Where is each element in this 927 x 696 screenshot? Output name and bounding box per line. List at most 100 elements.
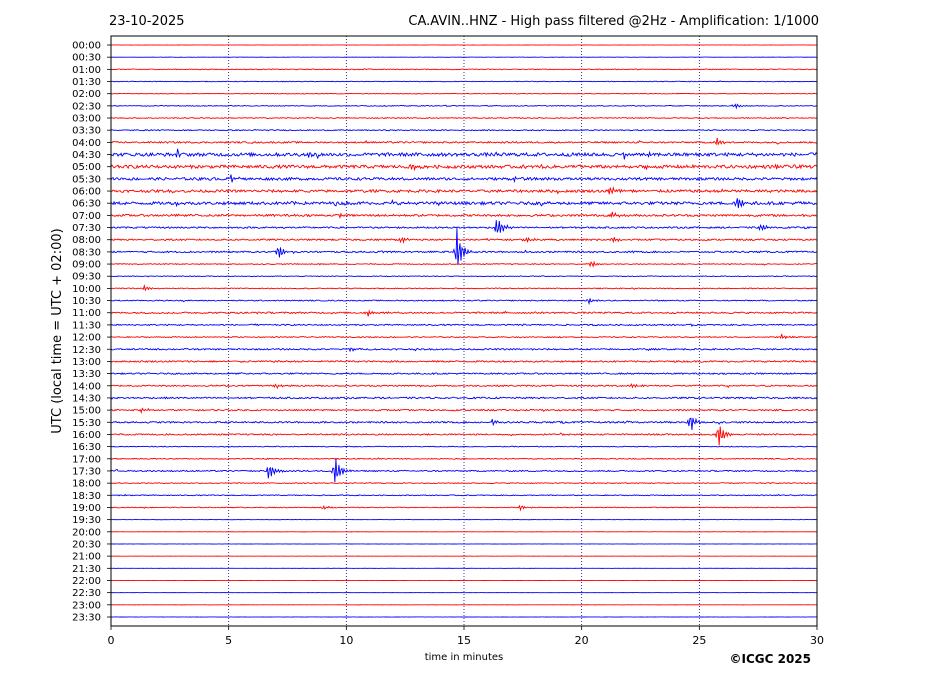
x-axis-label: time in minutes	[425, 652, 504, 663]
trace-row	[110, 186, 818, 195]
trace-row	[110, 198, 818, 209]
y-tick-label: 05:00	[72, 162, 101, 173]
trace-row	[110, 323, 818, 327]
trace-row	[110, 211, 818, 220]
trace-row	[110, 148, 818, 160]
trace-row	[110, 137, 818, 146]
y-tick-label: 03:30	[72, 126, 101, 137]
y-tick-label: 16:30	[72, 442, 101, 453]
trace-row	[110, 445, 818, 448]
y-tick-label: 23:00	[72, 600, 101, 611]
y-tick-label: 01:00	[72, 65, 101, 76]
trace-row	[110, 504, 818, 512]
x-tick-label: 5	[225, 634, 232, 647]
y-tick-label: 10:00	[72, 284, 101, 295]
y-tick-label: 23:30	[72, 612, 101, 623]
y-tick-label: 00:30	[72, 53, 101, 64]
trace-row	[110, 396, 818, 400]
seismic-traces	[110, 44, 818, 618]
x-tick-label: 20	[575, 634, 589, 647]
trace-row	[110, 68, 818, 71]
trace-row	[110, 298, 818, 306]
trace-row	[110, 275, 818, 278]
y-tick-label: 01:30	[72, 77, 101, 88]
y-tick-label: 05:30	[72, 174, 101, 185]
x-tick-label: 15	[457, 634, 471, 647]
trace-row	[110, 103, 818, 110]
x-tick-label: 30	[810, 634, 824, 647]
trace-row	[110, 457, 818, 461]
x-tick-label: 25	[692, 634, 706, 647]
trace-row	[110, 260, 818, 268]
y-tick-label: 07:30	[72, 223, 101, 234]
y-tick-label: 06:00	[72, 187, 101, 198]
vertical-gridlines	[228, 36, 700, 626]
trace-row	[110, 174, 818, 184]
date-label: 23-10-2025	[109, 14, 185, 29]
trace-row	[110, 284, 818, 292]
y-tick-label: 09:30	[72, 272, 101, 283]
y-tick-label: 22:00	[72, 576, 101, 587]
y-tick-label: 14:30	[72, 393, 101, 404]
y-tick-label: 02:00	[72, 89, 101, 100]
y-tick-label: 19:00	[72, 503, 101, 514]
trace-row	[110, 92, 818, 95]
y-tick-label: 17:00	[72, 454, 101, 465]
y-tick-label: 21:00	[72, 552, 101, 563]
y-tick-label: 12:30	[72, 345, 101, 356]
trace-row	[110, 481, 818, 485]
y-tick-label: 07:00	[72, 211, 101, 222]
y-tick-label: 10:30	[72, 296, 101, 307]
trace-row	[110, 459, 818, 483]
y-tick-label: 03:00	[72, 114, 101, 125]
x-tick-labels: 0 5 10 15 20 25 30	[108, 626, 824, 647]
y-tick-label: 21:30	[72, 564, 101, 575]
trace-row	[110, 220, 818, 233]
y-tick-label: 15:30	[72, 418, 101, 429]
y-tick-label: 11:30	[72, 320, 101, 331]
y-tick-label: 13:30	[72, 369, 101, 380]
y-tick-label: 00:00	[72, 41, 101, 52]
trace-row	[110, 493, 818, 497]
y-tick-label: 08:30	[72, 247, 101, 258]
trace-row	[110, 116, 818, 120]
trace-row	[110, 163, 818, 172]
y-tick-label: 18:30	[72, 491, 101, 502]
y-tick-label: 22:30	[72, 588, 101, 599]
copyright-label: ©ICGC 2025	[729, 652, 811, 666]
y-tick-label: 08:00	[72, 235, 101, 246]
trace-row	[110, 359, 818, 364]
y-tick-label: 17:30	[72, 466, 101, 477]
trace-row	[110, 383, 818, 390]
trace-row	[110, 236, 817, 244]
y-tick-label: 11:00	[72, 308, 101, 319]
trace-row	[110, 80, 818, 83]
y-tick-label: 14:00	[72, 381, 101, 392]
y-tick-label: 02:30	[72, 101, 101, 112]
y-tick-label: 09:00	[72, 260, 101, 271]
x-tick-label: 0	[108, 634, 115, 647]
y-tick-label: 13:00	[72, 357, 101, 368]
y-tick-label: 04:00	[72, 138, 101, 149]
trace-row	[110, 309, 818, 317]
y-tick-label: 20:30	[72, 539, 101, 550]
trace-row	[110, 347, 818, 353]
chart-title: CA.AVIN..HNZ - High pass filtered @2Hz -…	[408, 14, 819, 29]
trace-row	[110, 372, 818, 376]
trace-row	[110, 407, 818, 414]
trace-row	[110, 417, 818, 430]
trace-row	[110, 333, 818, 340]
x-tick-label: 10	[339, 634, 353, 647]
y-tick-label: 16:00	[72, 430, 101, 441]
y-tick-label: 19:30	[72, 515, 101, 526]
y-tick-label: 18:00	[72, 479, 101, 490]
y-tick-label: 06:30	[72, 199, 101, 210]
y-axis-label: UTC (local time = UTC + 02:00)	[50, 228, 65, 433]
y-tick-label: 04:30	[72, 150, 101, 161]
trace-row	[110, 128, 818, 132]
y-tick-label: 15:00	[72, 406, 101, 417]
y-tick-label: 12:00	[72, 333, 101, 344]
trace-row	[110, 227, 818, 265]
